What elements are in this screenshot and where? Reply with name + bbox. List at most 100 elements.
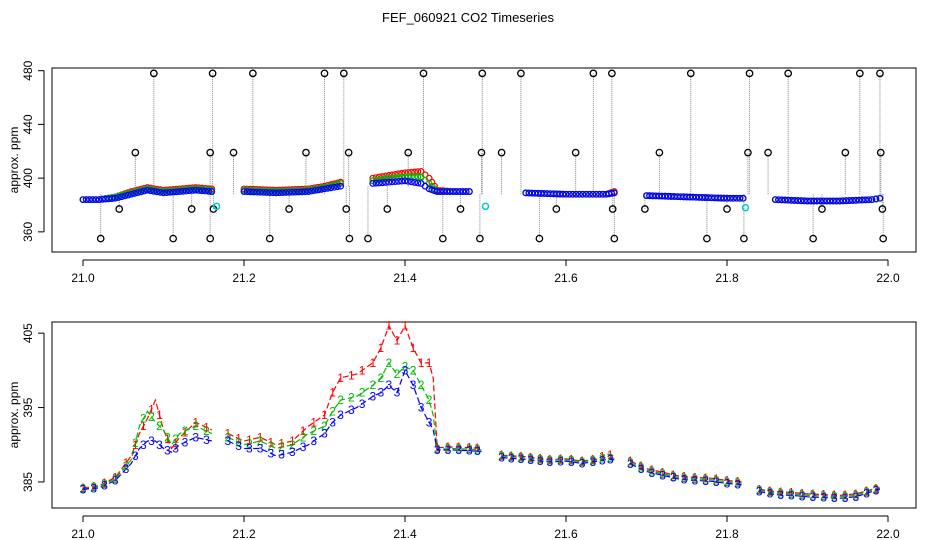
top-series-3-point bbox=[105, 195, 113, 203]
bottom-series-1-point-label: 1 bbox=[300, 424, 307, 438]
top-series-3-point bbox=[140, 187, 148, 195]
bottom-series-2-line bbox=[82, 410, 213, 490]
top-series-3-point bbox=[778, 196, 786, 204]
top-series-3-point bbox=[559, 190, 567, 198]
bottom-series-3-point-label: 3 bbox=[140, 438, 147, 452]
top-series-3-point bbox=[829, 197, 837, 205]
top-clipped-low-marker bbox=[169, 234, 178, 243]
top-series-3-point bbox=[736, 194, 744, 202]
top-series-3-point bbox=[820, 197, 827, 205]
bottom-series-3-point-label: 3 bbox=[466, 444, 473, 458]
bottom-series-2-point-label: 2 bbox=[369, 378, 376, 392]
bottom-series-2-point-label: 2 bbox=[788, 487, 795, 501]
bottom-series-3-point-label: 3 bbox=[426, 415, 433, 429]
bottom-series-1-point-label: 1 bbox=[799, 486, 806, 500]
top-series-3-point bbox=[169, 188, 177, 196]
top-series-3-point bbox=[433, 188, 441, 195]
top-series-3-point bbox=[150, 187, 158, 195]
top-series-3-point bbox=[456, 188, 464, 195]
top-series-3-point bbox=[259, 188, 267, 196]
bottom-series-1-point-label: 1 bbox=[112, 470, 119, 484]
top-series-3-point bbox=[124, 191, 132, 199]
bottom-series-3-point-label: 3 bbox=[579, 456, 586, 470]
bottom-series-2-point-label: 2 bbox=[527, 452, 534, 466]
bottom-series-3-point-label: 3 bbox=[627, 457, 634, 471]
top-x-tick-label: 21.6 bbox=[554, 271, 578, 285]
bottom-series-2-point-label: 2 bbox=[557, 453, 564, 467]
bottom-series-1-point-label: 1 bbox=[410, 341, 417, 355]
bottom-series-2-line bbox=[227, 361, 482, 451]
top-spike-markers bbox=[96, 69, 888, 243]
bottom-series-lines bbox=[82, 324, 881, 499]
top-series-3-point bbox=[443, 188, 451, 195]
top-series-3-point bbox=[858, 196, 866, 204]
top-series-3-point bbox=[800, 197, 808, 205]
bottom-series-1-point-label: 1 bbox=[474, 441, 481, 455]
bottom-series-1-point-label: 1 bbox=[386, 319, 393, 333]
bottom-series-3-point-label: 3 bbox=[547, 455, 554, 469]
bottom-series-1-point-label: 1 bbox=[172, 436, 179, 450]
bottom-series-3-point-label: 3 bbox=[164, 443, 171, 457]
bottom-series-1-point-label: 1 bbox=[527, 450, 534, 464]
bottom-series-2-point-label: 2 bbox=[820, 489, 827, 503]
bottom-series-2-point-label: 2 bbox=[378, 371, 385, 385]
top-series-3-point bbox=[324, 184, 332, 192]
top-cyan-marker bbox=[212, 202, 221, 211]
bottom-series-1-point-label: 1 bbox=[101, 476, 108, 490]
top-series-3-point bbox=[86, 196, 93, 204]
bottom-series-1-point-label: 1 bbox=[691, 470, 698, 484]
bottom-series-3-point-label: 3 bbox=[863, 486, 870, 500]
bottom-series-2-point-label: 2 bbox=[418, 378, 425, 392]
top-series-3-point bbox=[195, 187, 203, 194]
top-series-3-point bbox=[92, 196, 100, 204]
bottom-series-2-point-label: 2 bbox=[508, 450, 515, 464]
top-clipped-high-marker bbox=[784, 69, 793, 78]
top-series-3-point bbox=[576, 190, 583, 198]
top-series-3-point bbox=[269, 189, 277, 197]
bottom-series-2-point-label: 2 bbox=[80, 482, 87, 496]
bottom-x-axis: 21.0 21.2 21.4 21.6 21.8 22.0 bbox=[71, 515, 900, 540]
top-series-3-point bbox=[720, 194, 728, 202]
top-series-3-point bbox=[797, 197, 805, 205]
top-clipped-low-marker bbox=[879, 234, 888, 243]
top-series-3-point bbox=[82, 196, 90, 204]
bottom-series-3-point-label: 3 bbox=[182, 435, 189, 449]
bottom-series-1-point-label: 1 bbox=[140, 419, 147, 433]
top-series-3-point bbox=[156, 188, 164, 196]
bottom-series-3-point-label: 3 bbox=[537, 454, 544, 468]
bottom-series-2-point-label: 2 bbox=[394, 367, 401, 381]
top-spikes-low-marker bbox=[285, 205, 293, 213]
bottom-series-2-point-label: 2 bbox=[607, 451, 614, 465]
top-series-3-point bbox=[572, 190, 580, 198]
bottom-series-1-point-label: 1 bbox=[402, 319, 409, 333]
bottom-series-2-point-label: 2 bbox=[568, 453, 575, 467]
bottom-series-1-line bbox=[759, 487, 881, 497]
top-series-3-point bbox=[333, 183, 341, 191]
bottom-series-2-point-label: 2 bbox=[257, 434, 264, 448]
top-clipped-high-marker bbox=[608, 69, 616, 78]
bottom-series-1-point-label: 1 bbox=[310, 415, 317, 429]
top-series-3-point bbox=[849, 197, 856, 204]
bottom-series-1-point-label: 1 bbox=[80, 481, 87, 495]
top-series-3-point bbox=[327, 184, 335, 192]
top-series-3-point bbox=[266, 189, 274, 197]
bottom-series-3-point-label: 3 bbox=[568, 455, 575, 469]
bottom-series-3-point-label: 3 bbox=[310, 434, 317, 448]
bottom-series-2-point-label: 2 bbox=[599, 452, 606, 466]
bottom-x-tick-label: 22.0 bbox=[876, 527, 900, 540]
top-series-3-point bbox=[813, 197, 821, 205]
top-clipped-low-marker bbox=[809, 234, 817, 243]
bottom-series-2-point-label: 2 bbox=[474, 443, 481, 457]
bottom-series-1-point-label: 1 bbox=[831, 488, 838, 502]
top-series-3-point bbox=[137, 188, 145, 196]
top-spikes-low-marker bbox=[552, 205, 561, 213]
top-series-3-point bbox=[295, 188, 303, 196]
top-spikes-low-marker bbox=[818, 205, 826, 213]
top-series-1-point bbox=[411, 168, 419, 176]
top-series-3-point bbox=[102, 195, 109, 203]
bottom-series-3-point-label: 3 bbox=[101, 478, 108, 492]
bottom-series-3-point-label: 3 bbox=[132, 449, 139, 463]
top-series-3-point bbox=[608, 189, 616, 197]
bottom-series-2-point-label: 2 bbox=[702, 472, 709, 486]
